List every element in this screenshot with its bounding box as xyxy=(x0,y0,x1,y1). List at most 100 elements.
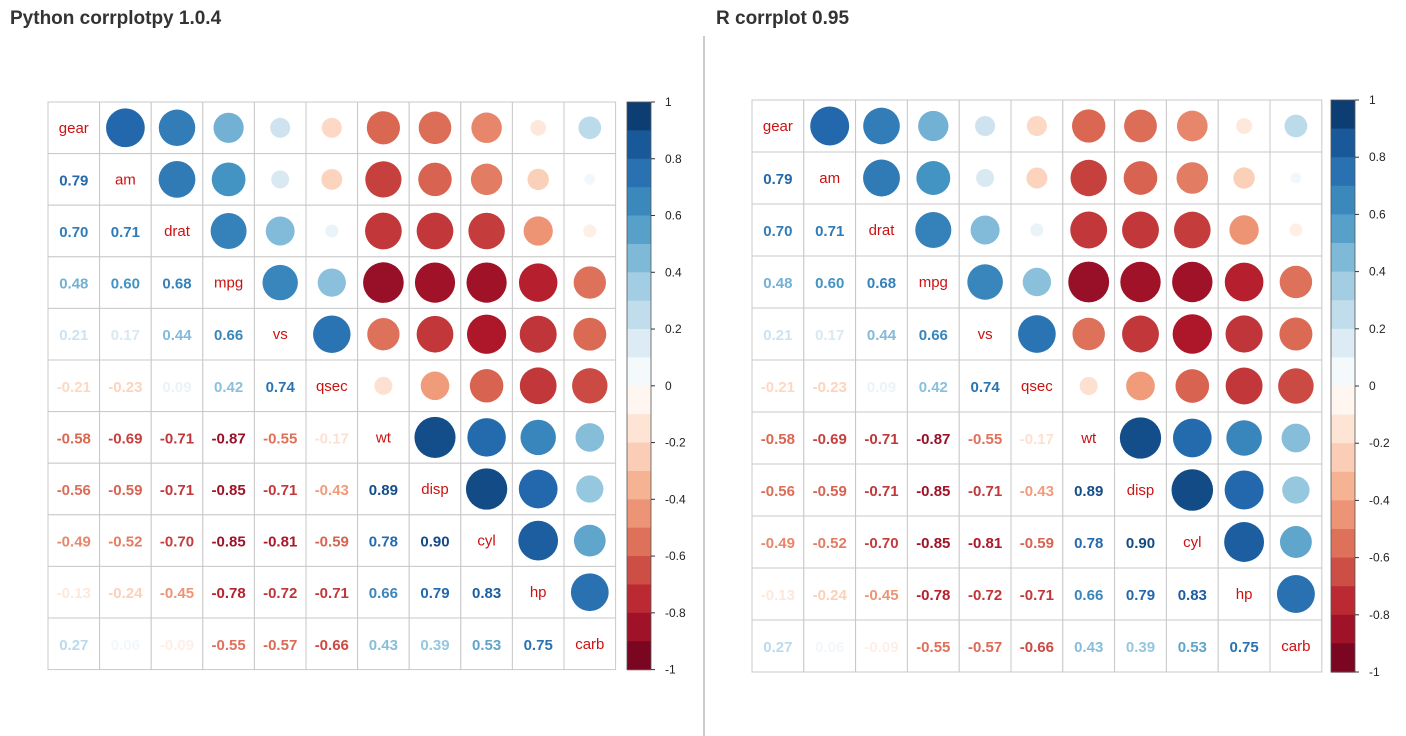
variable-label: drat xyxy=(869,222,896,239)
matrix-cell xyxy=(855,463,908,517)
correlation-circle xyxy=(1124,109,1157,143)
matrix-cell xyxy=(202,617,255,671)
variable-label: vs xyxy=(273,326,288,343)
correlation-value: -0.85 xyxy=(916,535,950,552)
matrix-cell xyxy=(751,463,805,517)
correlation-circle xyxy=(1290,172,1302,184)
correlation-value: -0.59 xyxy=(1020,535,1054,552)
correlation-value: 0.83 xyxy=(472,585,501,602)
correlation-circle xyxy=(1224,262,1264,302)
correlation-value: 0.79 xyxy=(420,585,449,602)
colorbar-segment xyxy=(627,243,651,273)
correlation-value: -0.13 xyxy=(57,585,91,602)
correlation-value: 0.44 xyxy=(162,327,192,344)
correlation-value: 0.66 xyxy=(214,327,243,344)
matrix-cell xyxy=(99,462,152,516)
colorbar-tick-label: -0.4 xyxy=(665,492,686,506)
colorbar-segment xyxy=(1331,128,1355,158)
colorbar-tick-label: -0.6 xyxy=(665,549,686,563)
correlation-value: 0.75 xyxy=(524,637,553,654)
correlation-circle xyxy=(1171,469,1214,511)
correlation-circle xyxy=(1176,162,1209,194)
correlation-value: -0.09 xyxy=(864,639,898,656)
variable-label: gear xyxy=(763,118,793,135)
matrix-cell xyxy=(99,256,152,309)
matrix-cell xyxy=(1062,515,1116,569)
correlation-value: 0.43 xyxy=(369,637,398,654)
correlation-value: 0.17 xyxy=(815,327,844,344)
matrix-cell xyxy=(47,101,101,155)
correlation-circle xyxy=(469,369,504,403)
correlation-circle xyxy=(970,215,1000,245)
correlation-value: -0.66 xyxy=(315,637,349,654)
correlation-circle xyxy=(976,168,995,188)
correlation-value: -0.71 xyxy=(263,482,297,499)
correlation-value: 0.17 xyxy=(111,327,140,344)
correlation-circle xyxy=(1079,376,1098,396)
matrix-cell xyxy=(460,514,513,567)
correlation-value: -0.52 xyxy=(813,535,847,552)
correlation-value: 0.70 xyxy=(59,224,88,241)
variable-label: hp xyxy=(1236,586,1253,603)
correlation-value: 0.42 xyxy=(214,379,243,396)
correlation-circle xyxy=(1018,315,1056,353)
matrix-cell xyxy=(958,619,1012,673)
colorbar-segment xyxy=(1331,157,1355,187)
correlation-value: -0.13 xyxy=(761,587,795,604)
variable-label: carb xyxy=(575,636,604,653)
colorbar-tick-label: -0.4 xyxy=(1369,493,1390,507)
correlation-circle xyxy=(325,224,339,238)
correlation-circle xyxy=(265,216,295,246)
matrix-cell xyxy=(803,203,857,257)
correlation-circle xyxy=(1022,267,1052,297)
correlation-value: -0.21 xyxy=(57,379,91,396)
correlation-circle xyxy=(1279,265,1313,299)
correlation-value: 0.89 xyxy=(369,482,398,499)
left-panel-title: Python corrplotpy 1.0.4 xyxy=(10,8,222,29)
correlation-value: -0.69 xyxy=(108,430,142,447)
colorbar-segment xyxy=(627,102,651,131)
matrix-cell xyxy=(408,565,462,619)
correlation-circle xyxy=(1122,315,1159,353)
matrix-cell xyxy=(1010,411,1064,465)
correlation-value: 0.48 xyxy=(763,275,792,292)
correlation-circle xyxy=(1279,317,1313,351)
colorbar-tick-label: 0.6 xyxy=(1369,207,1386,221)
correlation-circle xyxy=(1236,118,1252,134)
correlation-circle xyxy=(1278,368,1314,404)
matrix-cell xyxy=(150,204,204,258)
correlation-circle xyxy=(916,161,951,195)
variable-label: am xyxy=(819,170,840,187)
correlation-value: -0.71 xyxy=(315,585,349,602)
matrix-cell xyxy=(855,567,908,621)
correlation-value: 0.71 xyxy=(815,223,844,240)
correlation-circle xyxy=(466,314,507,354)
colorbar-tick-label: 0.6 xyxy=(665,209,682,223)
variable-label: mpg xyxy=(919,274,948,291)
correlation-value: 0.79 xyxy=(1126,587,1155,604)
matrix-cell xyxy=(906,411,960,465)
colorbar-segment xyxy=(1331,500,1355,530)
correlation-value: 0.83 xyxy=(1178,587,1207,604)
correlation-value: 0.70 xyxy=(763,223,792,240)
variable-label: qsec xyxy=(316,378,348,395)
matrix-cell xyxy=(253,514,307,567)
correlation-circle xyxy=(1122,211,1159,249)
correlation-value: -0.55 xyxy=(916,639,950,656)
colorbar-segment xyxy=(1331,557,1355,587)
correlation-circle xyxy=(1284,114,1308,138)
correlation-value: 0.42 xyxy=(919,379,948,396)
correlation-value: -0.09 xyxy=(160,637,194,654)
colorbar-segment xyxy=(627,442,651,472)
correlation-circle xyxy=(1289,223,1303,237)
matrix-cell xyxy=(47,204,101,258)
correlation-circle xyxy=(262,264,298,301)
matrix-cell xyxy=(803,255,857,309)
correlation-value: 0.21 xyxy=(59,327,88,344)
correlation-value: 0.60 xyxy=(111,276,140,293)
colorbar-segment xyxy=(627,612,651,642)
correlation-circle xyxy=(1068,261,1110,303)
correlation-circle xyxy=(519,367,557,405)
